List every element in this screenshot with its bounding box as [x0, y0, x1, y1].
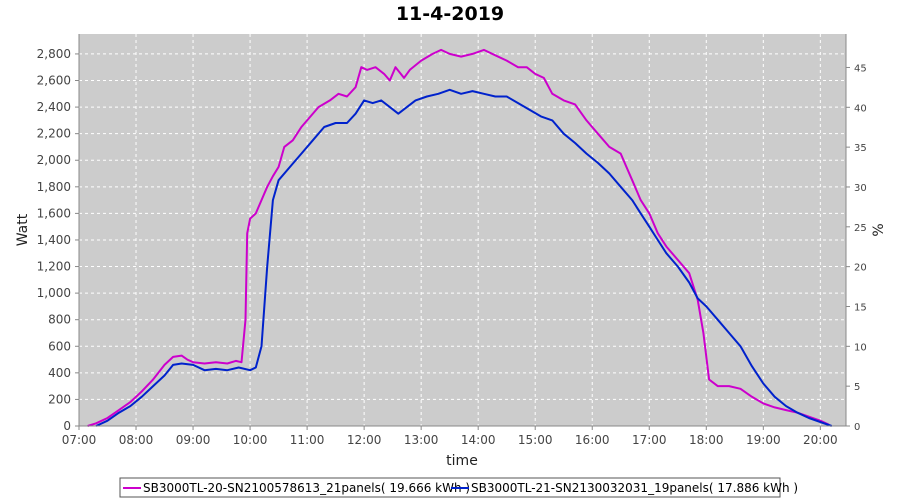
x-tick-label: 07:00	[62, 433, 97, 447]
x-tick-label: 19:00	[746, 433, 781, 447]
x-axis-ticks: 07:00 08:00 09:00 10:00 11:00 12:00 13:00 14:00…	[62, 426, 838, 447]
y-axis-ticks: 0 200 400 600 800 1,000 1,200 1,400 1,600 1,800 2,…	[37, 47, 79, 433]
series-line-2	[95, 88, 833, 427]
legend: SB3000TL-20-SN2100578613_21panels( 19.66…	[119, 477, 798, 498]
y2-tick-label: 40	[854, 103, 867, 114]
y-tick-label: 800	[48, 313, 71, 327]
x-tick-label: 20:00	[803, 433, 838, 447]
y-tick-label: 2,200	[37, 127, 71, 141]
x-tick-label: 12:00	[347, 433, 382, 447]
y-axis-label: Watt	[15, 213, 31, 246]
x-tick-label: 09:00	[176, 433, 211, 447]
y-tick-label: 1,200	[37, 260, 71, 274]
x-tick-label: 10:00	[233, 433, 268, 447]
x-tick-label: 16:00	[575, 433, 610, 447]
y-tick-label: 2,400	[37, 100, 71, 114]
y-tick-label: 0	[63, 419, 71, 433]
y2-tick-label: 25	[854, 223, 867, 234]
y2-tick-label: 35	[854, 143, 867, 154]
chart-title: 11-4-2019	[396, 3, 504, 25]
legend-box	[119, 477, 781, 498]
x-tick-label: 17:00	[632, 433, 667, 447]
y2-axis-ticks: 0 5 10 15 20 25 30 35 40 45	[846, 63, 867, 433]
x-axis-label: time	[446, 453, 478, 469]
y2-tick-label: 20	[854, 263, 867, 274]
y2-tick-label: 5	[854, 382, 860, 393]
y-tick-label: 200	[48, 392, 71, 406]
y2-tick-label: 0	[854, 422, 860, 433]
series-line-1	[87, 48, 830, 427]
y2-tick-label: 45	[854, 63, 867, 74]
legend-label-series-2: SB3000TL-21-SN2130032031_19panels( 17.88…	[471, 481, 798, 495]
y-tick-label: 1,400	[37, 233, 71, 247]
x-tick-label: 15:00	[518, 433, 553, 447]
y-tick-label: 400	[48, 366, 71, 380]
x-tick-label: 11:00	[290, 433, 325, 447]
y-tick-label: 1,600	[37, 206, 71, 220]
y2-tick-label: 10	[854, 342, 867, 353]
y-tick-label: 1,000	[37, 286, 71, 300]
grid-lines	[78, 34, 846, 427]
plot-area	[79, 34, 846, 426]
y-tick-label: 2,000	[37, 153, 71, 167]
x-tick-label: 18:00	[689, 433, 724, 447]
x-tick-label: 08:00	[119, 433, 154, 447]
y2-tick-label: 30	[854, 183, 867, 194]
y2-tick-label: 15	[854, 302, 867, 313]
y-tick-label: 2,800	[37, 47, 71, 61]
y-tick-label: 1,800	[37, 180, 71, 194]
x-tick-label: 13:00	[404, 433, 439, 447]
y-tick-label: 600	[48, 339, 71, 353]
y-tick-label: 2,600	[37, 74, 71, 88]
legend-label-series-1: SB3000TL-20-SN2100578613_21panels( 19.66…	[143, 481, 470, 495]
x-tick-label: 14:00	[461, 433, 496, 447]
y2-axis-label: %	[871, 223, 887, 236]
series-lines	[87, 48, 833, 427]
